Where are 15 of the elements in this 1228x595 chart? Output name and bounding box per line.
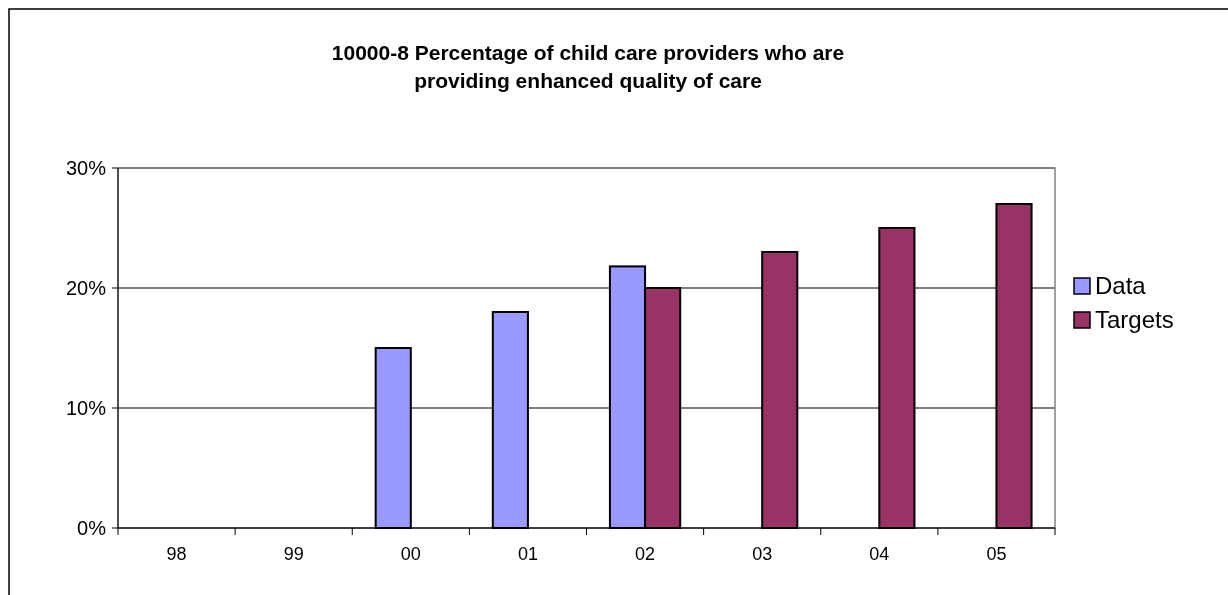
- legend-label: Targets: [1095, 306, 1174, 334]
- y-tick-label: 30%: [65, 157, 107, 179]
- chart-title: 10000-8 Percentage of child care providers who are providing enhanced quality of care: [331, 41, 845, 92]
- x-tick-label: 03: [752, 544, 773, 564]
- y-tick-label: 20%: [65, 277, 107, 299]
- x-tick-label: 00: [400, 544, 421, 564]
- x-tick-label: 01: [517, 544, 538, 564]
- x-tick-label: 99: [283, 544, 304, 564]
- legend-label: Data: [1095, 272, 1147, 300]
- x-tick-label: 05: [986, 544, 1007, 564]
- x-tick-label: 98: [166, 544, 187, 564]
- x-tick-label: 02: [635, 544, 656, 564]
- y-tick-label: 0%: [77, 517, 107, 539]
- y-tick-label: 10%: [65, 397, 107, 419]
- x-tick-label: 04: [869, 544, 890, 564]
